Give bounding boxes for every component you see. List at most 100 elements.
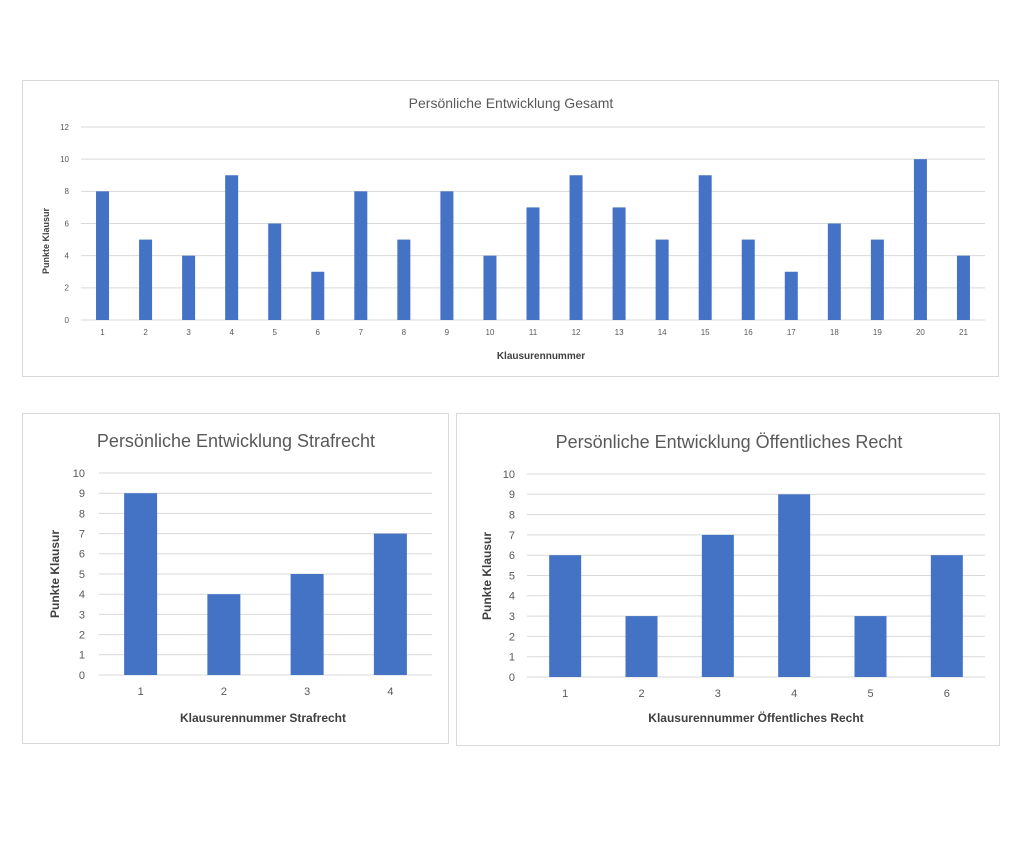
- x-tick-label: 2: [638, 688, 644, 700]
- x-tick-label: 3: [304, 686, 310, 698]
- y-tick-label: 6: [79, 549, 85, 561]
- y-tick-label: 9: [79, 488, 85, 500]
- y-tick-label: 9: [509, 489, 515, 501]
- bar: [698, 175, 712, 320]
- plot-area: 0 1 2 3 4 5 6 7 8 9 10 1 2 3 4 5 6: [503, 469, 985, 700]
- y-axis-label: Punkte Klausur: [41, 207, 51, 274]
- bar: [397, 239, 411, 320]
- x-axis-label: Klausurennummer: [497, 351, 585, 362]
- y-tick-label: 7: [79, 528, 85, 540]
- bar: [612, 207, 626, 320]
- bar: [549, 555, 582, 677]
- bar: [625, 616, 658, 677]
- x-tick-label: 11: [529, 328, 538, 337]
- chart-title: Persönliche Entwicklung Gesamt: [409, 95, 614, 111]
- x-tick-label: 1: [562, 688, 568, 700]
- y-tick-label: 10: [60, 155, 69, 164]
- plot-area: 0 1 2 3 4 5 6 7 8 9 10 1 2 3 4: [73, 468, 432, 698]
- bar: [870, 239, 884, 320]
- y-tick-label: 4: [509, 591, 515, 603]
- y-tick-label: 4: [65, 251, 70, 260]
- bar: [182, 255, 196, 320]
- y-tick-label: 10: [503, 469, 515, 481]
- chart-strafrecht-svg: Persönliche Entwicklung Strafrecht Punkt…: [48, 431, 432, 725]
- bar: [778, 494, 811, 677]
- y-tick-label: 12: [60, 123, 69, 132]
- y-tick-label: 0: [79, 670, 85, 682]
- y-tick-label: 5: [79, 569, 85, 581]
- x-tick-label: 16: [744, 328, 753, 337]
- y-tick-label: 7: [509, 530, 515, 542]
- bar: [207, 594, 241, 675]
- x-tick-label: 18: [830, 328, 839, 337]
- y-tick-label: 6: [65, 219, 70, 228]
- bar: [784, 271, 798, 320]
- y-tick-label: 3: [509, 611, 515, 623]
- x-tick-label: 1: [100, 328, 105, 337]
- x-tick-label: 2: [221, 686, 227, 698]
- x-tick-label: 7: [359, 328, 364, 337]
- x-tick-label: 21: [959, 328, 968, 337]
- x-tick-label: 6: [944, 688, 950, 700]
- chart-title: Persönliche Entwicklung Öffentliches Rec…: [556, 432, 903, 452]
- x-tick-label: 1: [138, 686, 144, 698]
- bar: [854, 616, 887, 677]
- chart-title: Persönliche Entwicklung Strafrecht: [97, 431, 375, 451]
- y-axis-label: Punkte Klausur: [480, 532, 494, 620]
- x-tick-label: 20: [916, 328, 925, 337]
- x-axis-label: Klausurennummer Strafrecht: [180, 711, 346, 725]
- x-axis-label: Klausurennummer Öffentliches Recht: [648, 710, 863, 725]
- chart-oeffentliches-recht: Persönliche Entwicklung Öffentliches Rec…: [456, 413, 1000, 746]
- x-tick-label: 5: [272, 328, 277, 337]
- x-tick-label: 5: [867, 688, 873, 700]
- bar: [827, 223, 841, 320]
- y-tick-label: 1: [79, 650, 85, 662]
- x-tick-label: 17: [787, 328, 796, 337]
- chart-gesamt: Persönliche Entwicklung Gesamt Punkte Kl…: [22, 80, 999, 377]
- bar: [225, 175, 239, 320]
- x-tick-label: 19: [873, 328, 882, 337]
- bar: [139, 239, 153, 320]
- x-tick-label: 3: [186, 328, 191, 337]
- y-axis-label: Punkte Klausur: [48, 530, 62, 618]
- x-tick-label: 15: [701, 328, 710, 337]
- y-tick-label: 8: [509, 509, 515, 521]
- x-tick-label: 9: [445, 328, 450, 337]
- bar: [956, 255, 970, 320]
- y-tick-label: 0: [65, 316, 70, 325]
- x-tick-label: 14: [658, 328, 667, 337]
- bar: [440, 191, 454, 320]
- x-tick-label: 6: [316, 328, 321, 337]
- y-tick-label: 8: [65, 187, 70, 196]
- bar: [655, 239, 669, 320]
- bar: [96, 191, 110, 320]
- bar: [741, 239, 755, 320]
- chart-gesamt-svg: Persönliche Entwicklung Gesamt Punkte Kl…: [41, 95, 985, 362]
- x-tick-label: 3: [715, 688, 721, 700]
- y-tick-label: 4: [79, 589, 85, 601]
- bar: [913, 159, 927, 320]
- x-tick-label: 2: [143, 328, 148, 337]
- y-tick-label: 1: [509, 652, 515, 664]
- chart-strafrecht: Persönliche Entwicklung Strafrecht Punkt…: [22, 413, 449, 744]
- bar: [569, 175, 583, 320]
- y-tick-label: 10: [73, 468, 85, 480]
- y-tick-label: 0: [509, 672, 515, 684]
- bar: [373, 533, 407, 675]
- bar: [290, 574, 324, 675]
- y-tick-label: 5: [509, 570, 515, 582]
- x-tick-label: 4: [387, 686, 393, 698]
- x-tick-label: 4: [229, 328, 234, 337]
- bar: [483, 255, 497, 320]
- bar: [268, 223, 282, 320]
- y-tick-label: 8: [79, 508, 85, 520]
- y-tick-label: 2: [79, 629, 85, 641]
- y-tick-label: 2: [509, 631, 515, 643]
- chart-oeffentliches-recht-svg: Persönliche Entwicklung Öffentliches Rec…: [480, 432, 985, 725]
- y-tick-label: 3: [79, 609, 85, 621]
- x-tick-label: 10: [485, 328, 494, 337]
- bar: [930, 555, 963, 677]
- bar: [124, 493, 158, 675]
- bar: [701, 534, 734, 677]
